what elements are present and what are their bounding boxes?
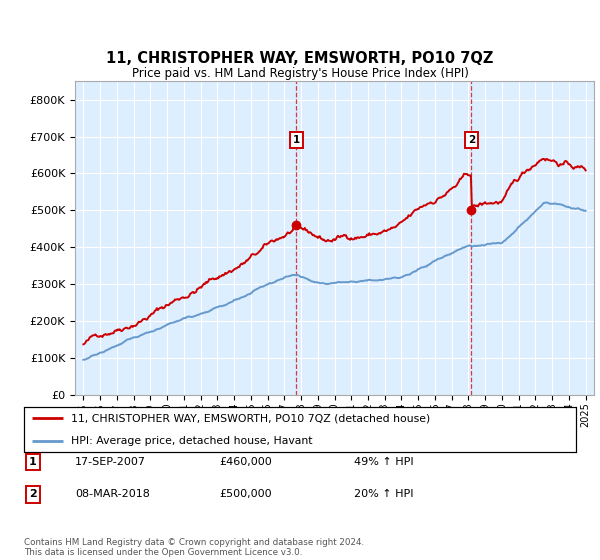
Text: 17-SEP-2007: 17-SEP-2007 — [75, 457, 146, 467]
Text: 2: 2 — [29, 489, 37, 500]
Text: 20% ↑ HPI: 20% ↑ HPI — [354, 489, 413, 500]
Text: 2: 2 — [468, 135, 475, 145]
Text: £460,000: £460,000 — [219, 457, 272, 467]
Text: 1: 1 — [29, 457, 37, 467]
Text: 11, CHRISTOPHER WAY, EMSWORTH, PO10 7QZ: 11, CHRISTOPHER WAY, EMSWORTH, PO10 7QZ — [106, 50, 494, 66]
Text: £500,000: £500,000 — [219, 489, 272, 500]
Text: 1: 1 — [293, 135, 300, 145]
Text: Contains HM Land Registry data © Crown copyright and database right 2024.
This d: Contains HM Land Registry data © Crown c… — [24, 538, 364, 557]
Text: 49% ↑ HPI: 49% ↑ HPI — [354, 457, 413, 467]
Text: Price paid vs. HM Land Registry's House Price Index (HPI): Price paid vs. HM Land Registry's House … — [131, 67, 469, 80]
Text: HPI: Average price, detached house, Havant: HPI: Average price, detached house, Hava… — [71, 436, 313, 446]
Text: 08-MAR-2018: 08-MAR-2018 — [75, 489, 150, 500]
Text: 11, CHRISTOPHER WAY, EMSWORTH, PO10 7QZ (detached house): 11, CHRISTOPHER WAY, EMSWORTH, PO10 7QZ … — [71, 413, 430, 423]
